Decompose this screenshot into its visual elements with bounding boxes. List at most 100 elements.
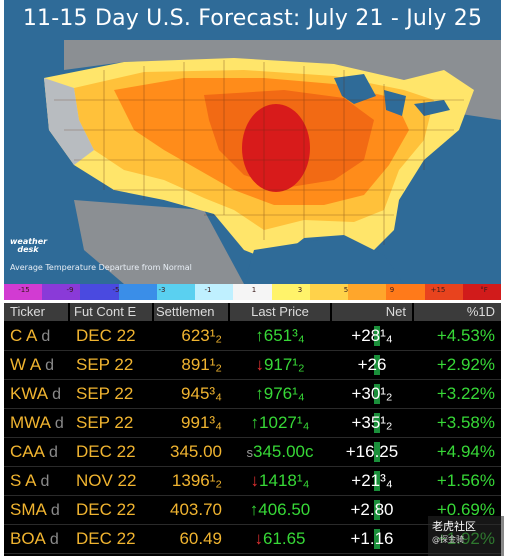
ticker-cell[interactable]: MWA d (10, 413, 64, 432)
temperature-map-graphic (4, 0, 501, 284)
down-arrow-icon: ↓ (255, 355, 264, 374)
net-change-cell: +21³₄ (351, 471, 393, 490)
yellow-key-suffix: d (50, 502, 60, 519)
header-settlement[interactable]: Settlemen (154, 303, 228, 321)
scale-label: -3 (158, 286, 166, 294)
settlement-cell: 945³₄ (181, 384, 222, 403)
scale-label: -15 (18, 286, 30, 294)
row-divider (4, 495, 501, 496)
ticker-cell[interactable]: BOA d (10, 529, 59, 548)
scale-swatch (4, 284, 43, 300)
last-price-cell: ↑1027¹₄ (250, 413, 310, 432)
contract-cell: DEC 22 (76, 529, 136, 548)
temperature-scale-bar: -15 -9 -5 -3 -1 1 3 5 9 +15 °F (4, 284, 501, 300)
pct-change-cell: +4.53% (436, 326, 495, 345)
net-change-bar (374, 442, 380, 462)
pct-change-cell: +3.22% (436, 384, 495, 403)
contract-cell: DEC 22 (76, 326, 136, 345)
settlement-cell: 345.00 (170, 442, 222, 461)
table-row[interactable]: KWA d SEP 22 945³₄ ↑976¹₄ +30¹₂ +3.22% (4, 381, 501, 407)
table-row[interactable]: CAA d DEC 22 345.00 s345.00c +16.25 +4.94% (4, 439, 501, 465)
scale-label: 1 (251, 286, 257, 294)
yellow-key-suffix: d (45, 357, 55, 374)
pct-change-cell: +0.69% (436, 500, 495, 519)
community-watermark: 老虎社区 @探金骑 (428, 516, 504, 556)
row-divider (4, 350, 501, 351)
net-change-bar (374, 384, 380, 404)
yellow-key-suffix: d (49, 531, 59, 548)
scale-swatch (42, 284, 81, 300)
scale-swatch (233, 284, 272, 300)
net-change-bar (374, 471, 380, 491)
header-pct-1d[interactable]: %1D (414, 303, 501, 321)
last-price-cell: s345.00c (246, 442, 314, 461)
scale-swatch (156, 284, 196, 300)
down-arrow-icon: ↓ (254, 529, 263, 548)
map-title: 11-15 Day U.S. Forecast: July 21 - July … (22, 6, 483, 31)
scale-swatch (195, 284, 234, 300)
ticker-cell[interactable]: KWA d (10, 384, 61, 403)
scale-swatch (462, 284, 501, 300)
net-change-cell: +35¹₂ (351, 413, 393, 432)
net-change-cell: +26 (357, 355, 387, 374)
header-last-price[interactable]: Last Price (230, 303, 330, 321)
yellow-key-suffix: d (52, 386, 61, 403)
pct-change-cell: +4.94% (436, 442, 495, 461)
header-fut-cont[interactable]: Fut Cont E (70, 303, 152, 321)
contract-cell: DEC 22 (76, 500, 136, 519)
row-divider (4, 408, 501, 409)
scale-label: -5 (112, 286, 120, 294)
last-price-cell: ↑976¹₄ (255, 384, 305, 403)
last-price-cell: ↑651³₄ (255, 326, 305, 345)
table-row[interactable]: SMA d DEC 22 403.70 ↑406.50 +2.80 +0.69% (4, 497, 501, 523)
table-row[interactable]: MWA d SEP 22 991³₄ ↑1027¹₄ +35¹₂ +3.58% (4, 410, 501, 436)
up-arrow-icon: ↑ (255, 326, 264, 345)
header-ticker[interactable]: Ticker (4, 303, 68, 321)
settlement-cell: 403.70 (170, 500, 222, 519)
up-arrow-icon: ↑ (249, 500, 259, 519)
last-price-cell: ↓61.65 (254, 529, 306, 548)
pct-change-cell: +3.58% (436, 413, 495, 432)
net-change-cell: +28¹₄ (351, 326, 393, 345)
scale-label: -9 (66, 286, 74, 294)
net-change-bar (374, 355, 380, 375)
settled-marker-icon: s (246, 445, 254, 460)
net-change-cell: +30¹₂ (351, 384, 393, 403)
scale-label: +15 (430, 286, 446, 294)
contract-cell: DEC 22 (76, 442, 136, 461)
pct-change-cell: +1.56% (436, 471, 495, 490)
ticker-cell[interactable]: SMA d (10, 500, 60, 519)
scale-label: 5 (343, 286, 349, 294)
row-divider (4, 437, 501, 438)
net-change-cell: +2.80 (350, 500, 394, 519)
last-price-cell: ↓917¹₂ (255, 355, 305, 374)
settlement-cell: 60.49 (179, 529, 222, 548)
yellow-key-suffix: d (40, 473, 50, 490)
ticker-cell[interactable]: CAA d (10, 442, 58, 461)
net-change-bar (374, 500, 380, 520)
scale-swatch (386, 284, 425, 300)
up-arrow-icon: ↑ (255, 384, 264, 403)
contract-cell: SEP 22 (76, 384, 134, 403)
scale-swatch (80, 284, 119, 300)
net-change-bar (374, 326, 380, 346)
yellow-key-suffix: d (54, 415, 64, 432)
scale-swatch (309, 284, 349, 300)
futures-quote-table: Ticker Fut Cont E Settlemen Last Price N… (4, 303, 501, 556)
table-header: Ticker Fut Cont E Settlemen Last Price N… (4, 303, 501, 321)
header-net[interactable]: Net (332, 303, 412, 321)
contract-cell: SEP 22 (76, 355, 134, 374)
pct-change-cell: +2.92% (436, 355, 495, 374)
scale-label: 9 (389, 286, 395, 294)
net-change-bar (374, 413, 380, 433)
row-divider (4, 553, 501, 554)
scale-swatch (424, 284, 463, 300)
row-divider (4, 379, 501, 380)
